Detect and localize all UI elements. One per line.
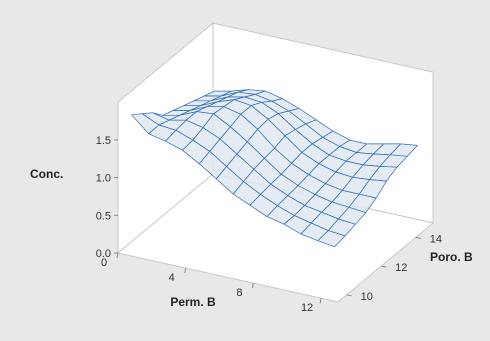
z-tick-label: 1.0 (96, 173, 111, 185)
x-tick-mark (184, 267, 187, 274)
z-tick-label: 0.5 (96, 210, 111, 222)
y-tick-mark (381, 265, 387, 268)
x-axis-label: Perm. B (170, 295, 216, 309)
surface-cell (317, 230, 346, 248)
z-tick-label: 1.5 (96, 135, 111, 147)
x-tick-label: 8 (236, 287, 242, 299)
y-tick-mark (346, 294, 352, 297)
y-tick-mark (415, 236, 421, 239)
y-tick-label: 14 (430, 233, 442, 245)
tick-layer: 0.0 0.5 1.0 1.5 0 4 8 12 10 12 14 (96, 135, 442, 314)
y-tick-label: 10 (361, 291, 373, 303)
x-tick-label: 4 (169, 272, 175, 284)
x-tick-label: 0 (101, 257, 107, 269)
z-axis-label: Conc. (30, 167, 63, 181)
x-tick-mark (116, 252, 119, 259)
y-axis-label: Poro. B (430, 250, 473, 264)
surface-mesh (131, 89, 418, 248)
x-tick-label: 12 (301, 302, 313, 314)
x-tick-mark (251, 283, 254, 289)
x-tick-mark (319, 298, 322, 304)
z-tick-label: 0.0 (96, 248, 111, 260)
y-tick-label: 12 (395, 262, 407, 274)
